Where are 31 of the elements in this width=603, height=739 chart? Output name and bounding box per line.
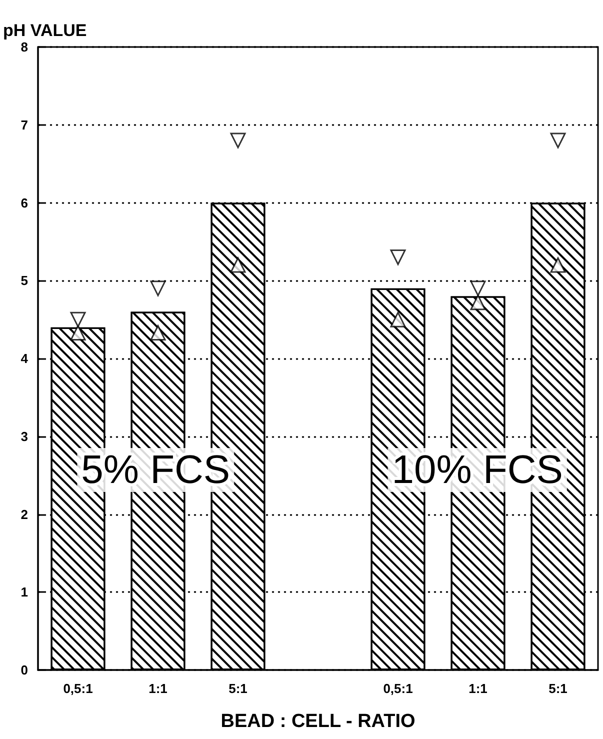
point — [470, 280, 486, 296]
y-tick-label: 6 — [20, 195, 28, 210]
point — [550, 132, 566, 148]
point — [390, 250, 406, 266]
y-tick-label: 4 — [20, 351, 29, 366]
x-axis-title: BEAD : CELL - RATIO — [220, 711, 416, 732]
y-tick-label: 8 — [20, 40, 28, 54]
y-tick-label: 5 — [20, 273, 28, 288]
y-axis-title: pH VALUE — [3, 21, 87, 40]
x-tick-label: 0,5:1 — [63, 681, 93, 696]
x-tick-label: 5:1 — [548, 681, 568, 696]
x-tick-label: 5:1 — [228, 681, 248, 696]
x-tick-label: 1:1 — [468, 681, 488, 696]
x-tick-label: 0,5:1 — [383, 681, 413, 696]
annotation: 10% FCS — [392, 448, 563, 492]
y-tick-label: 7 — [20, 117, 28, 132]
y-tick-label: 2 — [20, 506, 28, 522]
point — [150, 325, 166, 341]
point — [150, 280, 166, 296]
point — [470, 294, 486, 310]
y-tick-label: 3 — [20, 428, 28, 444]
y-tick-label: 1 — [20, 584, 28, 600]
point — [550, 257, 566, 273]
y-tick-label: 0 — [20, 662, 28, 678]
point — [230, 132, 246, 148]
annotation: 5% FCS — [81, 448, 230, 492]
point — [390, 312, 406, 328]
x-tick-label: 1:1 — [148, 681, 168, 696]
point — [70, 325, 86, 341]
point — [230, 257, 246, 273]
point — [70, 312, 86, 328]
